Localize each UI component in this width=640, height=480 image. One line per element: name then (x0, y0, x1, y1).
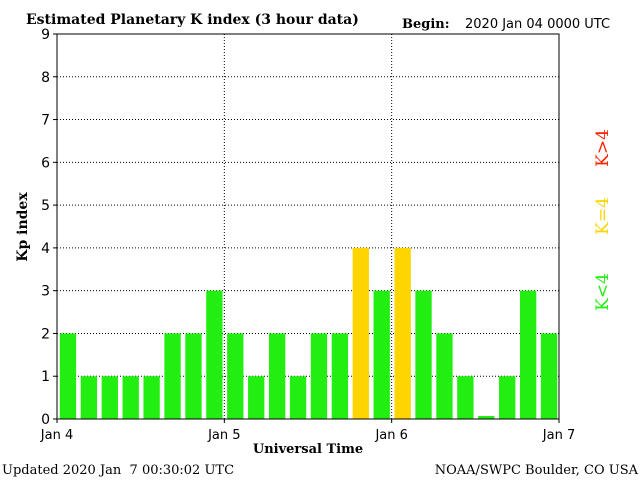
y-tick-label: 1 (41, 369, 50, 385)
credit-text: NOAA/SWPC Boulder, CO USA (435, 463, 639, 478)
kp-bar (289, 376, 307, 419)
chart-title: Estimated Planetary K index (3 hour data… (26, 12, 359, 28)
kp-bar (457, 376, 474, 419)
kp-bar (206, 290, 223, 419)
kp-bar (499, 376, 516, 419)
kp-bar (394, 247, 411, 419)
x-tick-label: Jan 5 (207, 428, 240, 443)
kp-bar (122, 376, 139, 419)
kp-bar (373, 290, 390, 419)
legend-below: K<4 (593, 273, 613, 311)
kp-bar (59, 333, 77, 419)
y-tick-label: 4 (41, 241, 50, 257)
kp-bar (310, 333, 328, 419)
y-tick-label: 2 (41, 326, 50, 342)
begin-label: Begin: (402, 17, 450, 32)
y-tick-label: 5 (41, 198, 50, 214)
y-tick-label: 6 (41, 155, 50, 171)
kp-bar (352, 247, 369, 419)
kp-bar (331, 333, 349, 419)
grid-lines (57, 34, 559, 419)
x-tick-label: Jan 7 (542, 428, 575, 443)
kp-bar (164, 333, 181, 419)
y-tick-labels: 0 1 2 3 4 5 6 7 8 9 (41, 27, 57, 428)
kp-bar (478, 416, 495, 419)
kp-bar (143, 376, 160, 419)
y-tick-label: 3 (41, 284, 50, 300)
plot-frame (56, 33, 560, 420)
y-tick-label: 8 (41, 70, 50, 86)
kp-bar (185, 333, 202, 419)
x-tick-label: Jan 6 (374, 428, 407, 443)
kp-bar (540, 333, 558, 419)
x-tick-labels: Jan 4 Jan 5 Jan 6 Jan 7 (40, 419, 575, 443)
x-axis-label: Universal Time (253, 442, 363, 457)
y-tick-label: 0 (41, 412, 50, 428)
legend-equal: K=4 (593, 197, 613, 235)
legend-above: K>4 (593, 129, 613, 167)
kp-bar (436, 333, 453, 419)
y-axis-label: Kp index (15, 192, 31, 262)
begin-value: 2020 Jan 04 0000 UTC (465, 17, 610, 32)
kp-bar (227, 333, 244, 419)
kp-bar (268, 333, 286, 419)
y-tick-label: 9 (41, 27, 50, 43)
kp-bar (101, 376, 118, 419)
x-tick-label: Jan 4 (40, 428, 73, 443)
kp-bar (80, 376, 98, 419)
kp-bar (248, 376, 265, 419)
bars (59, 247, 558, 419)
updated-timestamp: Updated 2020 Jan 7 00:30:02 UTC (2, 463, 234, 478)
kp-bar (519, 290, 537, 419)
kp-bar (415, 290, 432, 419)
y-tick-label: 7 (41, 113, 50, 129)
